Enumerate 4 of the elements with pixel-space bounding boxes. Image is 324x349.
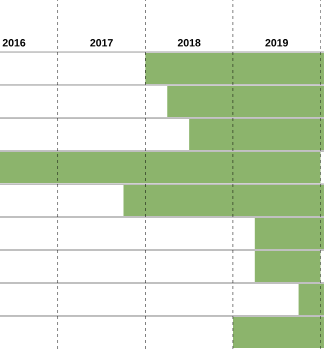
x-tick-label: 2019 [265, 39, 288, 46]
x-tick-label: 2018 [178, 39, 200, 46]
x-tick-label: 2016 [2, 39, 26, 46]
x-tick-label: 2017 [90, 39, 113, 46]
